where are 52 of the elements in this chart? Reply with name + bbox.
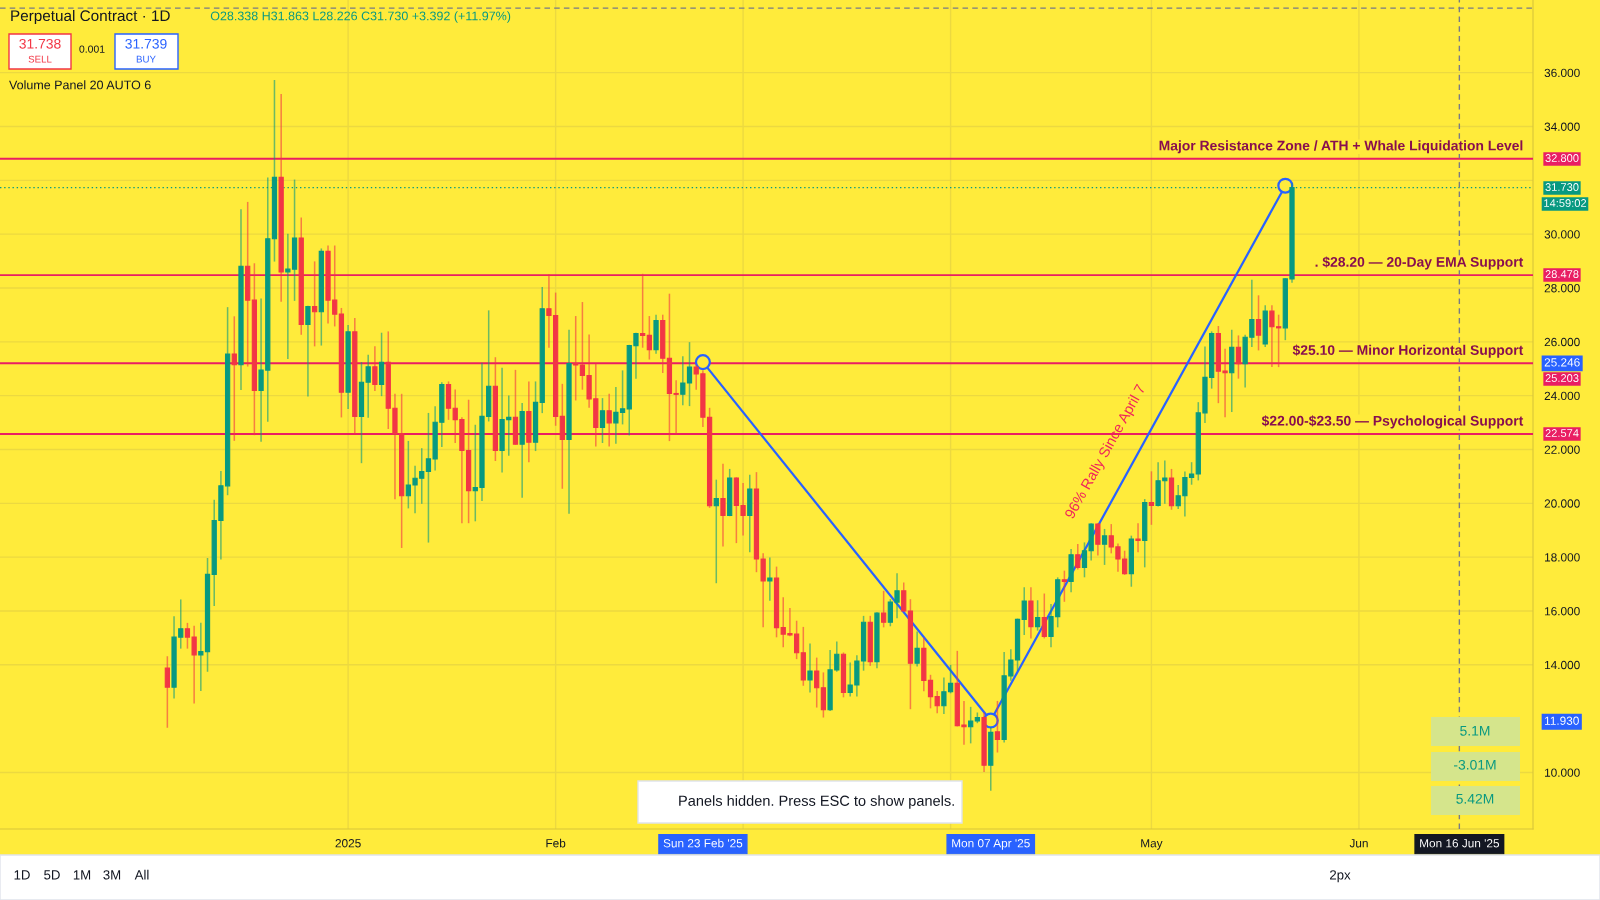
y-tick-label: 10.000 xyxy=(1545,768,1580,777)
y-tick-label: 11.930 xyxy=(1545,716,1579,725)
annotation: -3.01M xyxy=(1454,759,1496,770)
point xyxy=(694,354,711,371)
y-tick-label: 28.000 xyxy=(1544,284,1580,293)
ref-line-label: Major Resistance Zone / ATH + Whale Liquidation Level xyxy=(1159,140,1523,154)
annotation: 5.1M xyxy=(1460,726,1490,736)
annotation: Volume Panel 20 AUTO 6 xyxy=(9,80,151,90)
text: O28.338 H31.863 L28.226 C31.730 +3.392 (+11.97%) xyxy=(210,11,511,23)
x-tick-label: Mon 16 Jun '25 xyxy=(1420,839,1500,848)
y-tick-label: 24.000 xyxy=(1544,391,1580,401)
ref-line-label: $22.00-$23.50 — Psychological Support xyxy=(1261,415,1524,429)
y-tick-label: 20.000 xyxy=(1544,499,1580,508)
y-tick-label: 36.000 xyxy=(1544,68,1580,78)
text: 28.478 xyxy=(1545,270,1579,278)
annotation: 96% Rally Since April 7 xyxy=(1063,383,1149,521)
y-tick-label: 25.246 xyxy=(1544,358,1580,367)
text: 2px xyxy=(1330,870,1351,883)
y-tick-label: 18.000 xyxy=(1545,553,1580,562)
y-tick-label: 34.000 xyxy=(1544,122,1580,131)
x-tick-label: Mon 07 Apr '25 xyxy=(952,839,1030,850)
y-tick-label: 16.000 xyxy=(1545,607,1580,616)
ref-line-label: $25.10 — Minor Horizontal Support xyxy=(1292,344,1524,358)
x-tick-label: 2025 xyxy=(335,839,361,848)
y-tick-label: 30.000 xyxy=(1544,230,1580,239)
x-tick-label: Sun 23 Feb '25 xyxy=(663,838,743,848)
y-tick-label: 22.000 xyxy=(1544,445,1580,454)
text: 5D xyxy=(44,870,60,880)
text: 1M xyxy=(73,870,91,880)
text: All xyxy=(134,869,149,880)
text: 3M xyxy=(103,870,121,880)
y-tick-label: 14.000 xyxy=(1545,660,1580,670)
annotation: 5.42M xyxy=(1456,793,1494,804)
text: 1D xyxy=(14,870,30,880)
ref-line-label: . $28.20 — 20-Day EMA Support xyxy=(1315,256,1524,270)
y-tick-label: 26.000 xyxy=(1544,337,1580,347)
annotation: BUY xyxy=(136,55,156,63)
point xyxy=(1277,177,1294,194)
annotation: Panels hidden. Press ESC to show panels. xyxy=(679,795,954,809)
text: 22.574 xyxy=(1545,429,1579,437)
annotation: 31.739 xyxy=(125,38,167,49)
text: 31.730 xyxy=(1545,183,1579,191)
annotation: SELL xyxy=(28,55,52,63)
text: 32.800 xyxy=(1545,154,1579,162)
text: Perpetual Contract · 1D xyxy=(11,9,170,25)
x-tick-label: Jun xyxy=(1349,839,1368,848)
x-tick-label: May xyxy=(1141,839,1163,850)
annotation: 0.001 xyxy=(79,45,105,53)
annotation: 31.738 xyxy=(19,38,61,49)
text: 25.203 xyxy=(1545,374,1579,382)
text: 14:59:02 xyxy=(1544,199,1587,207)
x-tick-label: Feb xyxy=(546,838,566,848)
